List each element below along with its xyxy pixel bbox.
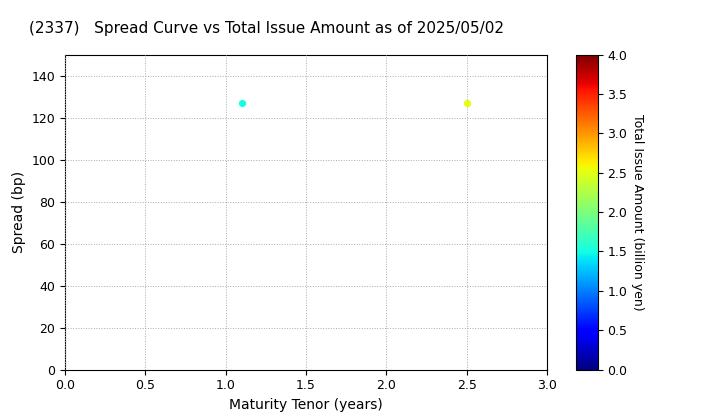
Point: [461, 100, 472, 106]
Point: [236, 100, 248, 106]
Text: (2337)   Spread Curve vs Total Issue Amount as of 2025/05/02: (2337) Spread Curve vs Total Issue Amoun…: [29, 21, 504, 36]
Y-axis label: Total Issue Amount (billion yen): Total Issue Amount (billion yen): [631, 114, 644, 310]
Y-axis label: Spread (bp): Spread (bp): [12, 171, 26, 253]
X-axis label: Maturity Tenor (years): Maturity Tenor (years): [229, 398, 383, 412]
